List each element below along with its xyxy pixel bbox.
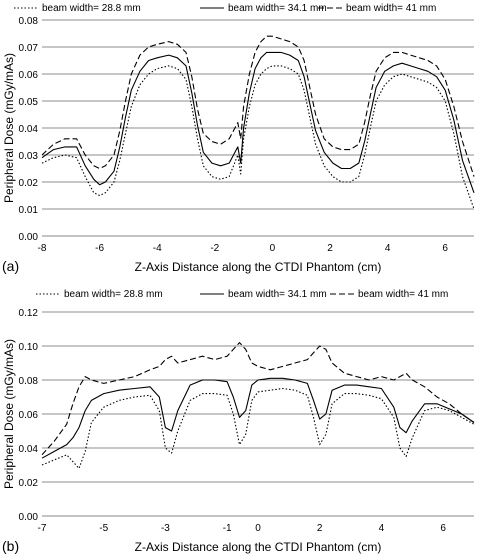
panel-a-y-tick-label: 0.04 bbox=[19, 124, 39, 135]
panel-b-x-tick-labels: -7 -5 -3 -1 0 2 4 6 bbox=[38, 523, 447, 534]
panel-b-y-tick-label: 0.02 bbox=[19, 478, 39, 489]
panel-b-gridlines bbox=[42, 311, 474, 517]
panel-b-series-line-dotted bbox=[41, 387, 475, 469]
panel-b-y-tick-label: 0.12 bbox=[19, 308, 39, 319]
panel-b-x-tick-label: 0 bbox=[255, 523, 261, 534]
panel-a-y-tick-label: 0.08 bbox=[19, 16, 39, 27]
panel-a-x-tick-label: -4 bbox=[153, 243, 162, 254]
panel-a-legend-label: beam width= 34.1 mm bbox=[228, 3, 327, 14]
panel-a-x-tick-label: -2 bbox=[210, 243, 219, 254]
panel-b: 0.00 0.02 0.04 0.06 0.08 0.10 0.12 -7 -5 -3 -1 0 2 4… bbox=[2, 289, 475, 554]
panel-a-x-tick-label: 6 bbox=[442, 243, 448, 254]
panel-b-y-tick-label: 0.06 bbox=[19, 410, 39, 421]
panel-a-y-tick-label: 0.06 bbox=[19, 70, 39, 81]
panel-b-x-tick-label: -7 bbox=[38, 523, 47, 534]
panel-b-series bbox=[41, 342, 475, 469]
panel-a-legend-label: beam width= 28.8 mm bbox=[42, 3, 141, 14]
panel-a-y-tick-label: 0.03 bbox=[19, 151, 39, 162]
panel-a-y-tick-labels: 0.00 0.01 0.02 0.03 0.04 0.05 0.06 0.07 0.08 bbox=[19, 16, 39, 243]
panel-b-legend-label: beam width= 34.1 mm bbox=[228, 289, 327, 300]
panel-a-x-tick-label: 4 bbox=[385, 243, 391, 254]
panel-a-x-tick-label: -6 bbox=[95, 243, 104, 254]
panel-a-series-line-dotted bbox=[41, 65, 475, 210]
panel-b-x-tick-label: -1 bbox=[223, 523, 232, 534]
panel-b-legend-label: beam width= 41 mm bbox=[358, 289, 448, 300]
panel-a-legend-label: beam width= 41 mm bbox=[346, 3, 436, 14]
panel-b-x-tick-label: 4 bbox=[379, 523, 385, 534]
panel-b-label: (b) bbox=[2, 538, 19, 554]
panel-a-x-tick-label: -8 bbox=[38, 243, 47, 254]
panel-b-series-line-solid bbox=[41, 377, 475, 459]
panel-b-y-tick-label: 0.04 bbox=[19, 444, 39, 455]
panel-a-y-tick-label: 0.05 bbox=[19, 97, 39, 108]
panel-a-y-tick-label: 0.07 bbox=[19, 43, 39, 54]
panel-a-series-line-solid bbox=[41, 51, 475, 193]
panel-a-x-tick-label: 2 bbox=[327, 243, 333, 254]
panel-a-y-axis-title: Peripheral Dose (mGy/mAs) bbox=[2, 53, 16, 203]
panel-b-legend: beam width= 28.8 mm beam width= 34.1 mm be… bbox=[36, 289, 448, 300]
panel-b-y-tick-labels: 0.00 0.02 0.04 0.06 0.08 0.10 0.12 bbox=[19, 308, 39, 523]
panel-a-series bbox=[41, 35, 475, 210]
panel-b-y-tick-label: 0.00 bbox=[19, 512, 39, 523]
panel-b-x-tick-label: 6 bbox=[440, 523, 446, 534]
panel-a-y-tick-label: 0.02 bbox=[19, 178, 39, 189]
panel-a-series-line-dashed bbox=[41, 35, 475, 177]
panel-b-x-tick-label: 2 bbox=[317, 523, 323, 534]
panel-b-y-tick-label: 0.08 bbox=[19, 376, 39, 387]
panel-a: 0.000.010.020.030.040.050.060.070.08 -8-… bbox=[2, 3, 475, 274]
panel-b-y-axis-title: Peripheral Dose (mGy/mAs) bbox=[2, 339, 16, 489]
panel-b-x-axis-title: Z-Axis Distance along the CTDI Phantom (… bbox=[135, 540, 382, 554]
panel-a-x-tick-label: 0 bbox=[270, 243, 276, 254]
panel-a-x-tick-labels: -8 -6 -4 -2 0 2 4 6 bbox=[38, 243, 449, 254]
panel-a-y-tick-label: 0.01 bbox=[19, 205, 39, 216]
panel-a-legend: beam width= 28.8 mm beam width= 34.1 mm be… bbox=[14, 3, 436, 14]
panel-a-y-tick-label: 0.00 bbox=[19, 232, 39, 243]
panel-a-x-axis-title: Z-Axis Distance along the CTDI Phantom (… bbox=[135, 260, 382, 274]
panel-b-x-tick-label: -5 bbox=[99, 523, 108, 534]
panel-a-label: (a) bbox=[2, 258, 19, 274]
panel-b-y-tick-label: 0.10 bbox=[19, 342, 39, 353]
panel-b-x-tick-label: -3 bbox=[161, 523, 170, 534]
panel-b-legend-label: beam width= 28.8 mm bbox=[64, 289, 163, 300]
